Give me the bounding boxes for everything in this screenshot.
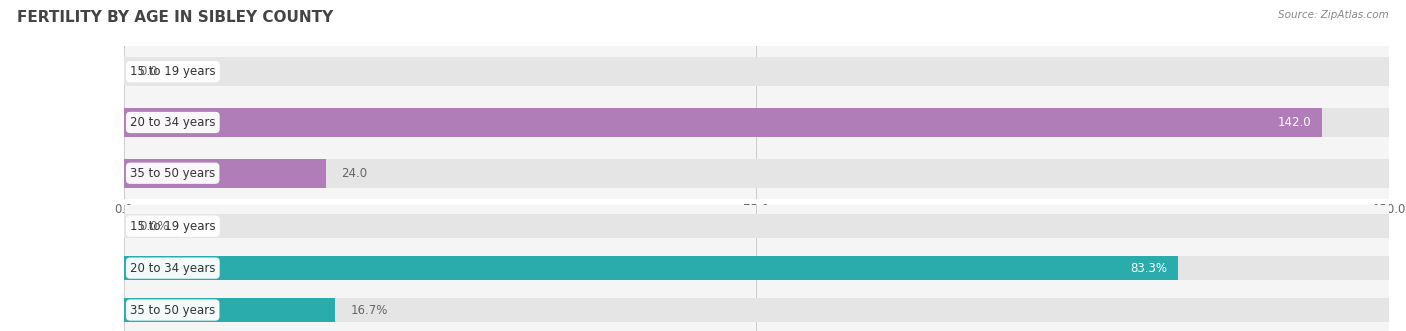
Bar <box>124 214 1389 238</box>
Bar <box>124 159 326 188</box>
Text: 35 to 50 years: 35 to 50 years <box>131 304 215 316</box>
Bar <box>124 298 1389 322</box>
Bar <box>124 256 1178 280</box>
Text: 0.0: 0.0 <box>139 65 157 78</box>
Text: 35 to 50 years: 35 to 50 years <box>131 167 215 180</box>
Text: Source: ZipAtlas.com: Source: ZipAtlas.com <box>1278 10 1389 20</box>
Text: 24.0: 24.0 <box>342 167 367 180</box>
Text: 83.3%: 83.3% <box>1130 261 1167 275</box>
Bar <box>124 298 335 322</box>
Text: 20 to 34 years: 20 to 34 years <box>131 116 215 129</box>
Text: 16.7%: 16.7% <box>350 304 388 316</box>
Text: 20 to 34 years: 20 to 34 years <box>131 261 215 275</box>
Bar <box>124 256 1389 280</box>
Bar <box>124 108 1389 137</box>
Text: 15 to 19 years: 15 to 19 years <box>131 220 215 233</box>
Text: 15 to 19 years: 15 to 19 years <box>131 65 215 78</box>
Bar <box>124 159 1389 188</box>
Text: 0.0%: 0.0% <box>139 220 169 233</box>
Bar <box>124 57 1389 86</box>
Text: 142.0: 142.0 <box>1278 116 1312 129</box>
Bar <box>124 108 1322 137</box>
Text: FERTILITY BY AGE IN SIBLEY COUNTY: FERTILITY BY AGE IN SIBLEY COUNTY <box>17 10 333 25</box>
